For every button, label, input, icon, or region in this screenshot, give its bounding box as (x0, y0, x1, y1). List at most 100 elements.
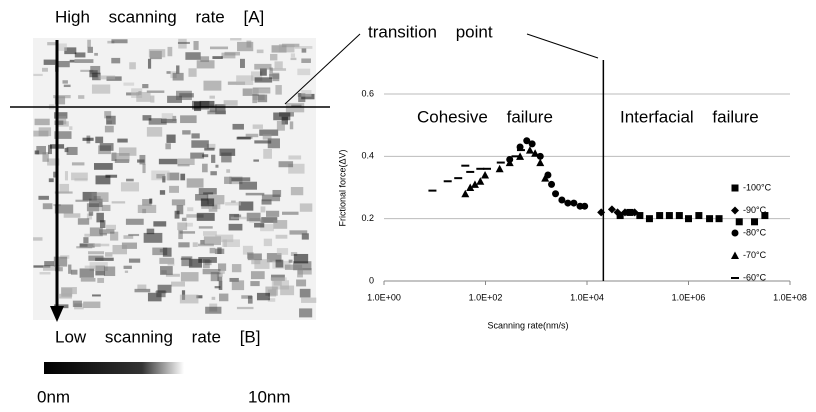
texture (38, 127, 52, 137)
texture (206, 143, 216, 150)
texture (54, 112, 68, 119)
texture (44, 261, 54, 267)
texture (282, 211, 299, 215)
legend-label: -80°C (743, 227, 767, 237)
arrow-head (50, 306, 64, 322)
texture (242, 88, 259, 96)
legend-marker (731, 251, 739, 259)
texture (214, 286, 221, 289)
bottom-label: Low scanning rate [B] (55, 327, 260, 346)
texture (254, 77, 273, 83)
texture (33, 237, 43, 241)
texture (231, 177, 251, 182)
x-tick-label: 1.0E+08 (773, 292, 807, 302)
texture (206, 195, 225, 205)
texture (270, 277, 287, 281)
texture (211, 154, 216, 163)
texture (219, 148, 236, 156)
texture (198, 226, 213, 229)
texture (298, 93, 306, 103)
texture (202, 269, 221, 275)
texture (215, 234, 234, 243)
texture (254, 140, 272, 144)
texture (259, 129, 279, 136)
texture (69, 59, 75, 63)
texture (82, 191, 97, 201)
texture (191, 140, 209, 148)
texture (61, 288, 73, 297)
legend-marker (731, 206, 739, 215)
texture (272, 72, 280, 82)
texture (105, 252, 113, 257)
pointer (526, 33, 599, 59)
texture (68, 264, 72, 274)
texture (179, 294, 199, 304)
texture (278, 161, 294, 168)
texture (187, 207, 194, 212)
x-tick-label: 1.0E+06 (672, 292, 706, 302)
texture (59, 183, 70, 194)
texture (224, 51, 241, 56)
texture (186, 178, 204, 188)
texture (241, 295, 252, 299)
texture (72, 300, 82, 308)
texture (262, 134, 272, 140)
texture (209, 104, 217, 113)
texture (66, 146, 78, 155)
texture (261, 217, 278, 223)
point (613, 208, 622, 217)
texture (158, 158, 178, 165)
point (558, 196, 566, 204)
annotation: transition point (368, 22, 493, 41)
texture (252, 124, 263, 129)
texture (104, 125, 114, 133)
texture (294, 46, 313, 49)
texture (253, 159, 259, 162)
texture (156, 290, 166, 298)
texture (250, 281, 260, 287)
texture (166, 134, 176, 143)
texture (217, 247, 222, 255)
texture (99, 220, 106, 229)
texture (200, 56, 210, 63)
texture (79, 243, 95, 248)
texture (177, 164, 190, 167)
texture (54, 96, 66, 105)
texture (86, 213, 93, 220)
texture (301, 233, 309, 240)
texture (291, 104, 302, 108)
y-tick-label: 0 (369, 275, 374, 285)
texture (180, 115, 197, 124)
point (466, 183, 475, 191)
texture (42, 265, 60, 271)
texture (200, 198, 215, 207)
texture (230, 216, 247, 220)
texture (202, 163, 208, 173)
texture (99, 143, 114, 151)
texture (273, 112, 291, 121)
texture (79, 268, 94, 278)
texture (245, 192, 265, 196)
texture (263, 148, 272, 159)
texture (232, 123, 244, 130)
texture (93, 243, 110, 247)
texture (215, 104, 226, 115)
texture (180, 272, 199, 282)
texture (181, 256, 193, 267)
point (581, 202, 589, 210)
texture (159, 248, 163, 253)
point (570, 199, 578, 207)
texture (156, 173, 165, 179)
scale-end: 10nm (248, 387, 291, 406)
texture (231, 200, 236, 203)
point (656, 212, 664, 220)
point (516, 152, 525, 160)
texture (36, 145, 46, 155)
texture (78, 95, 85, 99)
texture (288, 155, 302, 160)
texture (128, 258, 141, 263)
texture (71, 162, 85, 166)
texture (208, 204, 218, 212)
point (481, 171, 490, 179)
texture (290, 57, 297, 61)
